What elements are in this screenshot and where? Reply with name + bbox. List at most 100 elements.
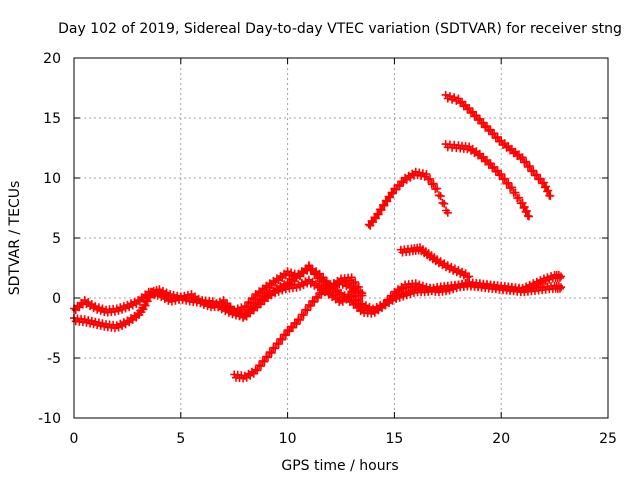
data-point xyxy=(98,304,107,313)
data-point xyxy=(283,326,292,335)
series-track-8 xyxy=(441,140,533,221)
series-track-2 xyxy=(70,262,566,333)
series-track-7 xyxy=(441,90,555,200)
data-point xyxy=(114,306,123,315)
data-point xyxy=(515,193,523,202)
y-tick-label: -5 xyxy=(47,351,61,367)
data-point xyxy=(267,348,276,357)
data-point xyxy=(481,123,490,132)
y-axis-label: SDTVAR / TECUs xyxy=(7,181,23,296)
data-point xyxy=(555,273,564,282)
data-point xyxy=(520,286,529,295)
data-point xyxy=(544,186,553,195)
data-point xyxy=(545,275,554,284)
data-point xyxy=(507,183,516,192)
data-point xyxy=(475,114,484,123)
data-point xyxy=(121,304,130,313)
data-point xyxy=(392,185,401,194)
data-point xyxy=(468,107,477,116)
data-point xyxy=(538,278,547,287)
series-track-6 xyxy=(396,243,474,282)
data-point xyxy=(491,167,500,176)
data-point xyxy=(415,280,424,289)
data-point xyxy=(274,340,283,349)
data-point xyxy=(402,291,411,300)
data-point xyxy=(299,281,308,290)
y-tick-label: 10 xyxy=(43,171,61,187)
data-point xyxy=(497,170,506,179)
chart-title: Day 102 of 2019, Sidereal Day-to-day VTE… xyxy=(58,21,622,37)
data-point xyxy=(91,302,100,311)
data-point xyxy=(94,303,103,312)
data-point xyxy=(541,276,550,285)
data-point xyxy=(522,206,531,215)
data-point xyxy=(399,292,408,301)
data-point xyxy=(304,261,313,270)
data-point xyxy=(335,278,344,287)
data-point xyxy=(292,320,301,329)
data-point xyxy=(155,285,164,294)
data-point xyxy=(472,111,481,120)
y-tick-label: 0 xyxy=(52,291,61,307)
data-point xyxy=(447,262,456,271)
data-point xyxy=(287,268,296,277)
data-point xyxy=(231,308,240,317)
data-point xyxy=(381,300,390,309)
data-point xyxy=(255,361,264,370)
data-point xyxy=(118,321,127,330)
data-point xyxy=(433,184,442,193)
data-point xyxy=(474,116,483,125)
data-point xyxy=(141,301,150,310)
data-point xyxy=(479,118,488,127)
data-point xyxy=(443,208,452,217)
data-point xyxy=(477,119,486,128)
data-point xyxy=(531,171,540,180)
x-tick-label: 5 xyxy=(176,431,185,447)
data-point xyxy=(347,273,356,282)
data-point xyxy=(557,272,566,281)
data-point xyxy=(290,318,299,327)
y-tick-label: 15 xyxy=(43,111,61,127)
data-point xyxy=(395,182,404,191)
data-point xyxy=(504,178,513,187)
data-point xyxy=(426,174,434,183)
data-point xyxy=(516,154,525,163)
data-point xyxy=(393,180,402,189)
data-point xyxy=(114,323,123,332)
data-point xyxy=(248,294,256,303)
data-point xyxy=(557,283,566,292)
data-point xyxy=(162,288,171,297)
data-point xyxy=(436,192,445,201)
data-point xyxy=(399,284,408,293)
data-point xyxy=(534,175,543,184)
data-point xyxy=(304,300,313,309)
data-point xyxy=(486,159,495,168)
data-point xyxy=(264,353,273,362)
data-point xyxy=(518,153,527,162)
data-point xyxy=(306,266,315,275)
y-tick-label: 20 xyxy=(43,51,61,67)
data-point xyxy=(500,174,509,183)
data-point xyxy=(253,366,262,375)
data-point xyxy=(383,295,392,304)
data-point xyxy=(287,322,296,331)
data-point xyxy=(159,286,167,295)
data-point xyxy=(493,132,502,141)
data-point xyxy=(470,112,479,121)
data-point xyxy=(258,356,267,365)
data-point xyxy=(490,162,499,171)
data-point xyxy=(495,171,504,180)
data-point xyxy=(411,279,420,288)
data-point xyxy=(296,315,305,324)
data-point xyxy=(523,284,532,293)
data-point xyxy=(312,269,321,278)
data-point xyxy=(422,170,431,179)
series-track-5 xyxy=(364,167,452,230)
data-point xyxy=(288,323,297,332)
data-point xyxy=(527,283,536,292)
data-point xyxy=(493,166,502,175)
data-point xyxy=(445,286,454,295)
data-point xyxy=(276,334,285,343)
data-point xyxy=(491,134,500,143)
